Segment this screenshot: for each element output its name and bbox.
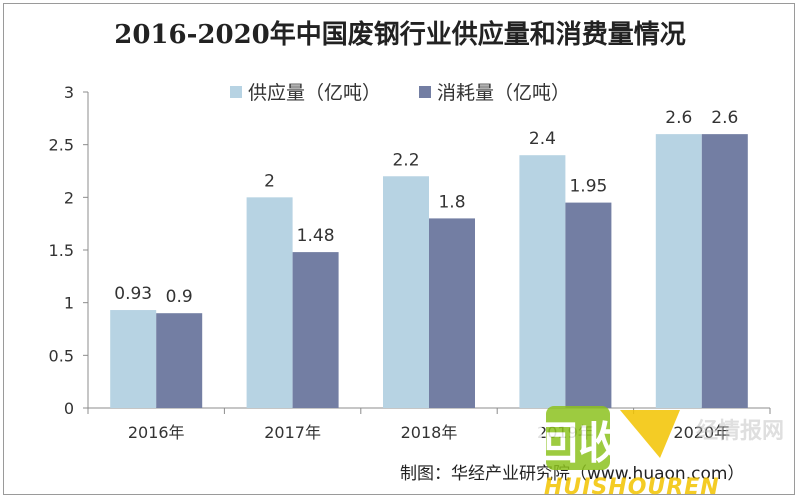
y-tick-label: 1.5 [49, 241, 74, 260]
data-label-supply: 0.93 [114, 284, 152, 304]
bar-consumption [701, 134, 748, 408]
source-note: 制图：华经产业研究院（www.huaon.com） [400, 464, 745, 484]
x-tick-label: 2017年 [264, 423, 321, 442]
bar-consumption [565, 202, 612, 408]
bar-consumption [156, 313, 203, 408]
bar-consumption [292, 252, 339, 408]
data-label-consumption: 2.6 [711, 108, 738, 128]
y-tick-label: 2.5 [49, 136, 74, 155]
bar-supply [383, 176, 429, 408]
data-label-supply: 2.4 [529, 129, 556, 149]
y-tick-label: 3 [64, 83, 74, 102]
legend-item-supply: 供应量（亿吨） [230, 78, 381, 105]
y-tick-label: 0 [64, 399, 74, 418]
legend-swatch-supply [230, 85, 242, 98]
bar-supply [110, 310, 157, 408]
x-tick-label: 2019年 [537, 423, 594, 442]
y-tick-label: 1 [64, 294, 74, 313]
bar-supply [519, 155, 566, 408]
legend-swatch-consumption [419, 85, 432, 98]
bar-consumption [429, 218, 475, 408]
data-label-supply: 2 [264, 171, 275, 191]
x-tick-label: 2018年 [401, 423, 458, 442]
legend-item-consumption: 消耗量（亿吨） [419, 78, 570, 105]
data-label-consumption: 1.8 [438, 192, 465, 212]
data-label-consumption: 0.9 [166, 287, 193, 307]
legend: 供应量（亿吨） 消耗量（亿吨） [230, 78, 608, 105]
y-tick-label: 2 [64, 188, 74, 207]
data-label-consumption: 1.95 [569, 177, 607, 197]
legend-label-supply: 供应量（亿吨） [248, 82, 382, 104]
data-label-supply: 2.6 [665, 108, 692, 128]
bar-supply [655, 134, 702, 408]
data-label-consumption: 1.48 [297, 226, 335, 246]
x-tick-label: 2016年 [128, 423, 185, 442]
y-tick-label: 0.5 [49, 346, 74, 365]
data-label-supply: 2.2 [392, 150, 419, 170]
legend-label-consumption: 消耗量（亿吨） [437, 82, 571, 104]
chart-title: 2016-2020年中国废钢行业供应量和消费量情况 [114, 20, 686, 50]
x-tick-label: 2020年 [673, 423, 730, 442]
bar-supply [246, 197, 293, 408]
